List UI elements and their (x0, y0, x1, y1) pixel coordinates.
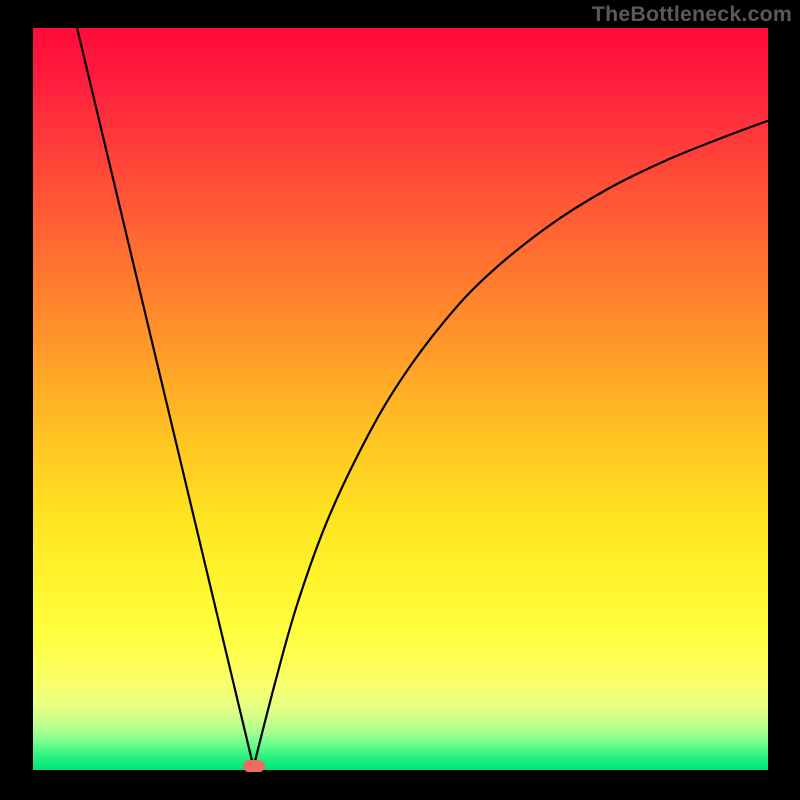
bottleneck-curve (33, 28, 768, 770)
watermark-text: TheBottleneck.com (592, 2, 792, 27)
stage: TheBottleneck.com (0, 0, 800, 800)
plot-area (33, 28, 768, 770)
curve-path (77, 28, 768, 767)
min-point-marker (243, 760, 265, 772)
